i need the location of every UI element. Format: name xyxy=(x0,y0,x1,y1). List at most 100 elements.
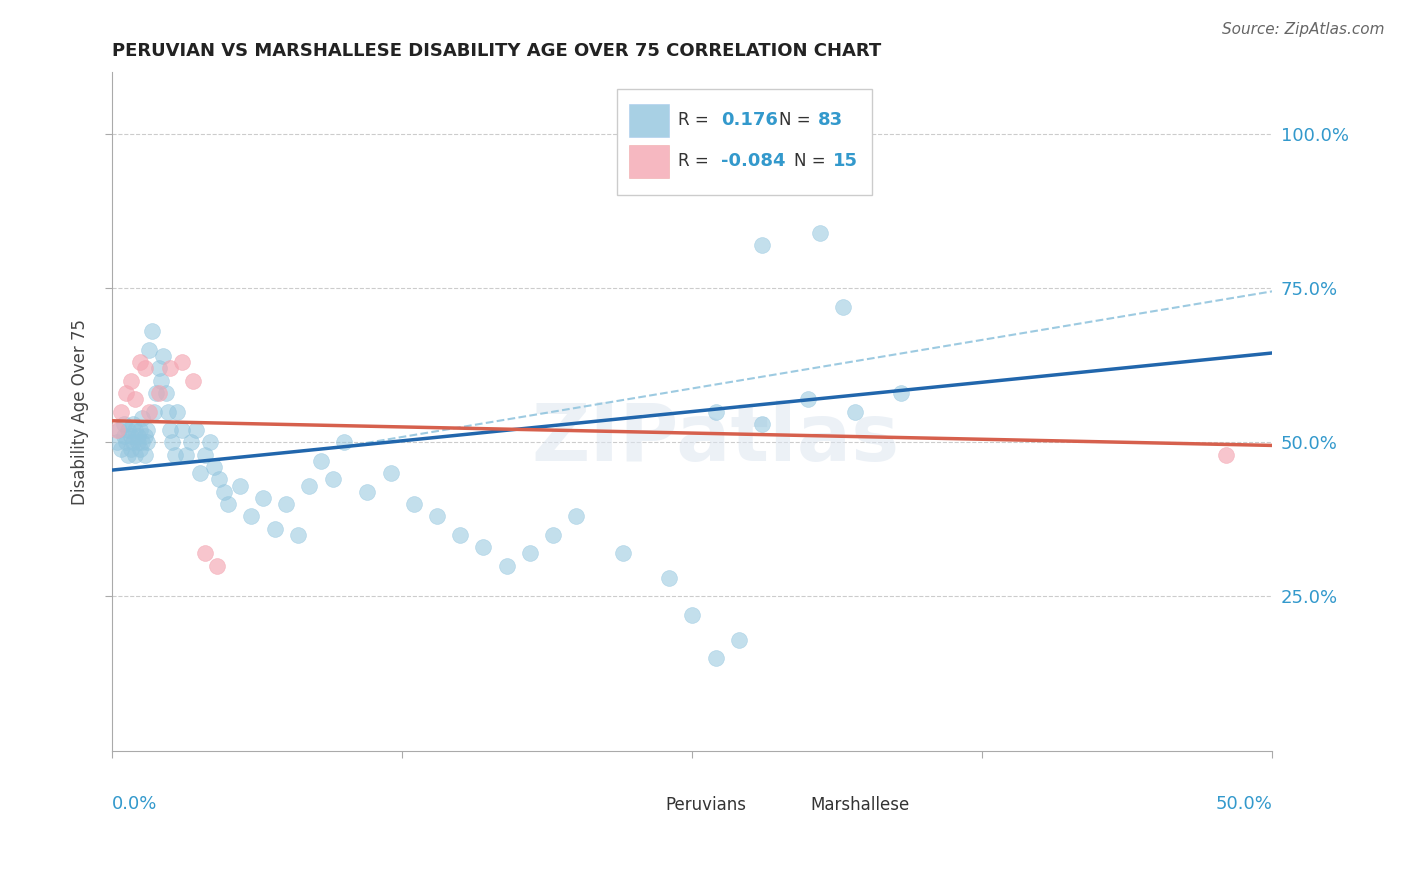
Point xyxy=(129,423,152,437)
Point xyxy=(890,386,912,401)
Point xyxy=(105,435,128,450)
FancyBboxPatch shape xyxy=(628,793,658,819)
Point xyxy=(773,158,796,172)
Point xyxy=(110,404,132,418)
Point xyxy=(131,410,153,425)
Text: Peruvians: Peruvians xyxy=(665,796,747,814)
Point xyxy=(136,435,159,450)
Point xyxy=(120,374,142,388)
Y-axis label: Disability Age Over 75: Disability Age Over 75 xyxy=(72,318,89,505)
Point xyxy=(148,386,170,401)
Point xyxy=(495,558,517,573)
Point xyxy=(202,460,225,475)
Point xyxy=(727,632,749,647)
Text: ZIPatlas: ZIPatlas xyxy=(531,400,900,477)
Point xyxy=(163,448,186,462)
Point xyxy=(127,429,149,443)
Point xyxy=(156,404,179,418)
Point xyxy=(658,571,681,585)
Point xyxy=(117,448,139,462)
Point xyxy=(240,509,263,524)
Point xyxy=(134,361,156,376)
Point xyxy=(184,423,207,437)
Point xyxy=(356,484,378,499)
Point xyxy=(136,423,159,437)
Point xyxy=(134,429,156,443)
Point xyxy=(170,423,193,437)
Point xyxy=(159,361,181,376)
Point xyxy=(162,435,184,450)
Point xyxy=(612,546,634,560)
Point xyxy=(159,423,181,437)
Point xyxy=(298,478,321,492)
FancyBboxPatch shape xyxy=(773,793,803,819)
Text: 15: 15 xyxy=(832,152,858,169)
Point xyxy=(138,404,160,418)
Point xyxy=(751,238,773,252)
Text: PERUVIAN VS MARSHALLESE DISABILITY AGE OVER 75 CORRELATION CHART: PERUVIAN VS MARSHALLESE DISABILITY AGE O… xyxy=(112,42,882,60)
Point xyxy=(287,528,309,542)
Point xyxy=(117,423,139,437)
Point xyxy=(565,509,588,524)
Point xyxy=(110,442,132,456)
Point xyxy=(122,417,145,431)
Point xyxy=(194,546,217,560)
Point xyxy=(229,478,252,492)
Text: Source: ZipAtlas.com: Source: ZipAtlas.com xyxy=(1222,22,1385,37)
FancyBboxPatch shape xyxy=(628,145,669,178)
Point xyxy=(252,491,274,505)
Point xyxy=(519,546,541,560)
Text: N =: N = xyxy=(794,152,827,169)
Point xyxy=(176,448,198,462)
Point xyxy=(166,404,188,418)
Text: R =: R = xyxy=(679,111,709,129)
Point xyxy=(129,355,152,369)
Point xyxy=(681,607,703,622)
Text: 50.0%: 50.0% xyxy=(1216,795,1272,813)
Text: R =: R = xyxy=(679,152,709,169)
Point xyxy=(134,448,156,462)
Point xyxy=(322,472,344,486)
Point xyxy=(142,404,165,418)
Text: Marshallese: Marshallese xyxy=(811,796,910,814)
Point xyxy=(541,528,564,542)
Point xyxy=(472,540,495,554)
FancyBboxPatch shape xyxy=(617,89,872,194)
Point xyxy=(263,522,285,536)
Point xyxy=(124,423,146,437)
Text: -0.084: -0.084 xyxy=(721,152,786,169)
Point xyxy=(844,404,866,418)
Point xyxy=(208,472,231,486)
Point xyxy=(124,448,146,462)
Point xyxy=(309,454,332,468)
Point xyxy=(112,429,135,443)
Point xyxy=(180,435,202,450)
Point xyxy=(129,442,152,456)
Point xyxy=(194,448,217,462)
FancyBboxPatch shape xyxy=(628,104,669,136)
Point xyxy=(112,417,135,431)
Text: 0.0%: 0.0% xyxy=(112,795,157,813)
Point xyxy=(808,226,831,240)
Point xyxy=(120,442,142,456)
Point xyxy=(276,497,298,511)
Point xyxy=(145,386,167,401)
Point xyxy=(149,374,172,388)
Text: 0.176: 0.176 xyxy=(721,111,778,129)
Point xyxy=(152,349,174,363)
Point xyxy=(786,139,808,153)
Point xyxy=(449,528,471,542)
Point xyxy=(148,361,170,376)
Point xyxy=(108,423,131,437)
Point xyxy=(1215,448,1237,462)
Point xyxy=(751,417,773,431)
Point xyxy=(115,386,138,401)
Point xyxy=(155,386,177,401)
Point xyxy=(115,435,138,450)
Point xyxy=(797,392,820,407)
Point xyxy=(138,343,160,357)
Point xyxy=(183,374,205,388)
Point xyxy=(170,355,193,369)
Point xyxy=(380,466,402,480)
Point xyxy=(105,423,128,437)
